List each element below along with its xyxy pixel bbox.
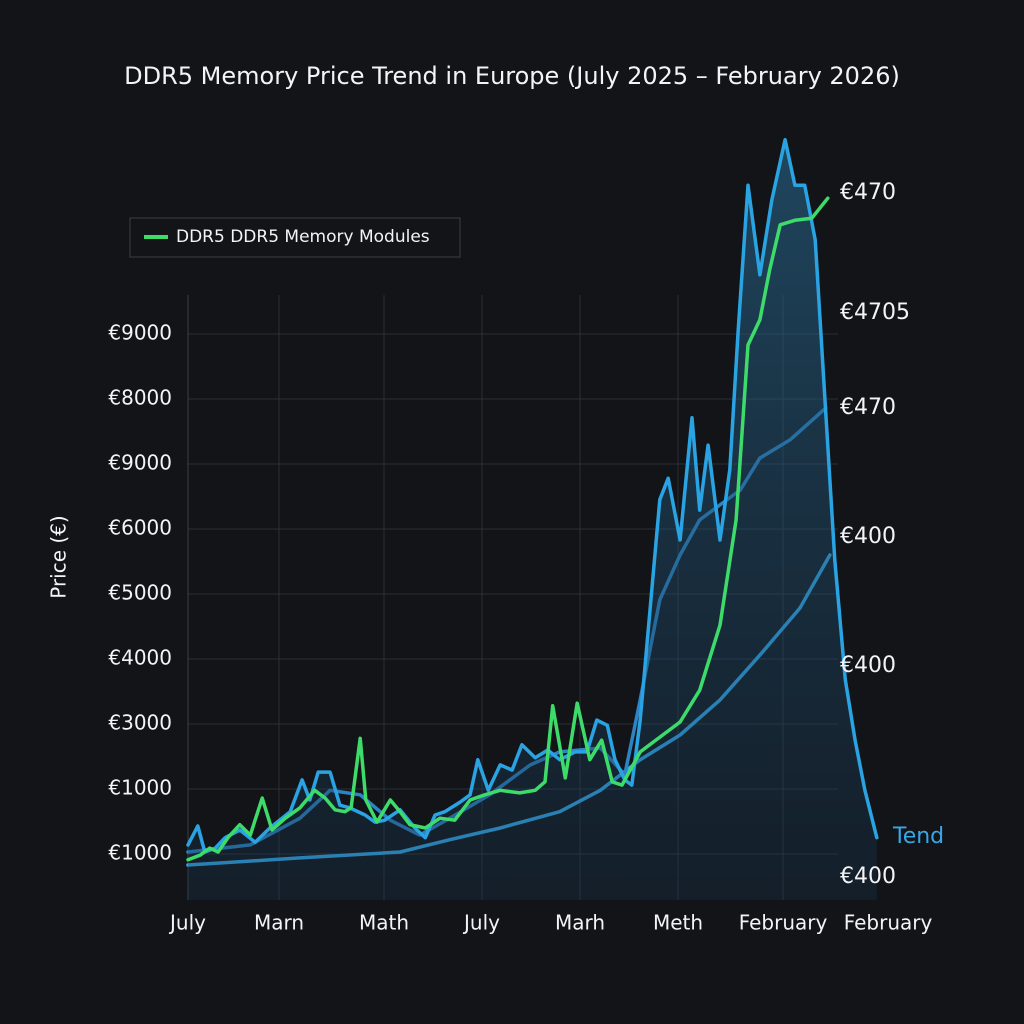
annotation: €400 xyxy=(840,653,896,678)
legend-box xyxy=(129,217,461,258)
x-tick-label: February xyxy=(739,911,828,935)
y-tick-label: €4000 xyxy=(108,645,172,669)
x-tick-label: Meth xyxy=(653,911,703,935)
x-tick-label: Marn xyxy=(254,911,304,935)
y-tick-label: €6000 xyxy=(108,515,172,539)
y-tick-label: €3000 xyxy=(108,710,172,734)
annotation: €400 xyxy=(840,864,896,889)
x-tick-label: February xyxy=(844,911,933,935)
annotation: €4705 xyxy=(840,300,910,325)
x-tick-label: Math xyxy=(359,911,409,935)
annotation: Tend xyxy=(892,824,944,849)
line xyxy=(186,137,879,854)
x-tick-label: Marh xyxy=(555,911,605,935)
annotation: €470 xyxy=(840,395,896,420)
legend-label: DDR5 DDR5 Memory Modules xyxy=(176,227,430,247)
x-tick-label: July xyxy=(462,911,500,935)
annotation: €400 xyxy=(840,524,896,549)
chart-title: DDR5 Memory Price Trend in Europe (July … xyxy=(124,62,900,90)
y-tick-label: €5000 xyxy=(108,580,172,604)
y-tick-label: €8000 xyxy=(108,385,172,409)
x-tick-label: July xyxy=(168,911,206,935)
area xyxy=(188,139,877,900)
annotation: €470 xyxy=(840,180,896,205)
y-tick-label: €1000 xyxy=(108,775,172,799)
y-axis-label: Price (€) xyxy=(47,515,71,598)
y-tick-label: €1000 xyxy=(108,840,172,864)
y-tick-label: €9000 xyxy=(108,320,172,344)
line xyxy=(186,196,830,862)
y-tick-label: €9000 xyxy=(108,450,172,474)
